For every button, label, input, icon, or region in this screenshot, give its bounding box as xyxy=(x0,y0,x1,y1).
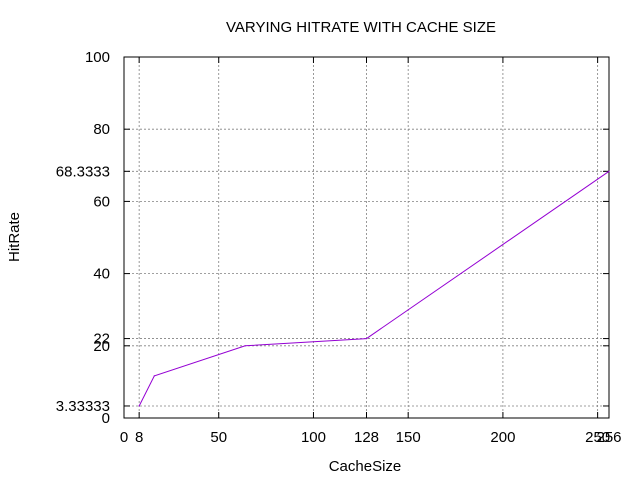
x-axis-label: CacheSize xyxy=(329,458,402,475)
y-tick-label-3-33333: 3.33333 xyxy=(56,398,110,415)
x-tick-label-0: 0 xyxy=(120,429,128,446)
chart-title: VARYING HITRATE WITH CACHE SIZE xyxy=(226,19,496,36)
x-tick-label-256: 256 xyxy=(596,429,621,446)
grid xyxy=(124,57,610,418)
data-point-0-1 xyxy=(153,375,155,377)
series-layer xyxy=(138,170,610,407)
data-point-0-4 xyxy=(608,170,610,172)
y-tick-label-20: 20 xyxy=(93,338,110,355)
data-point-0-2 xyxy=(244,345,246,347)
x-tick-label-200: 200 xyxy=(490,429,515,446)
y-tick-label-40: 40 xyxy=(93,266,110,283)
data-point-0-3 xyxy=(365,337,368,340)
x-tick-label-128: 128 xyxy=(354,429,379,446)
series-line-0 xyxy=(138,170,610,407)
y-tick-label-100: 100 xyxy=(85,49,110,66)
x-tick-label-150: 150 xyxy=(396,429,421,446)
y-tick-label-80: 80 xyxy=(93,121,110,138)
y-axis-label: HitRate xyxy=(6,212,23,262)
y-tick-label-68-3333: 68.3333 xyxy=(56,163,110,180)
y-tick-label-60: 60 xyxy=(93,193,110,210)
data-point-0-0 xyxy=(138,405,140,407)
x-tick-label-250: 250 xyxy=(585,429,610,446)
x-tick-label-8: 8 xyxy=(135,429,143,446)
x-tick-label-100: 100 xyxy=(301,429,326,446)
axis-ticks: 0 8 50 100 128 150 200 25025603.333332022406068… xyxy=(56,49,622,446)
x-tick-label-50: 50 xyxy=(210,429,227,446)
y-tick-label-22: 22 xyxy=(93,331,110,348)
y-tick-label-0: 0 xyxy=(102,410,110,427)
